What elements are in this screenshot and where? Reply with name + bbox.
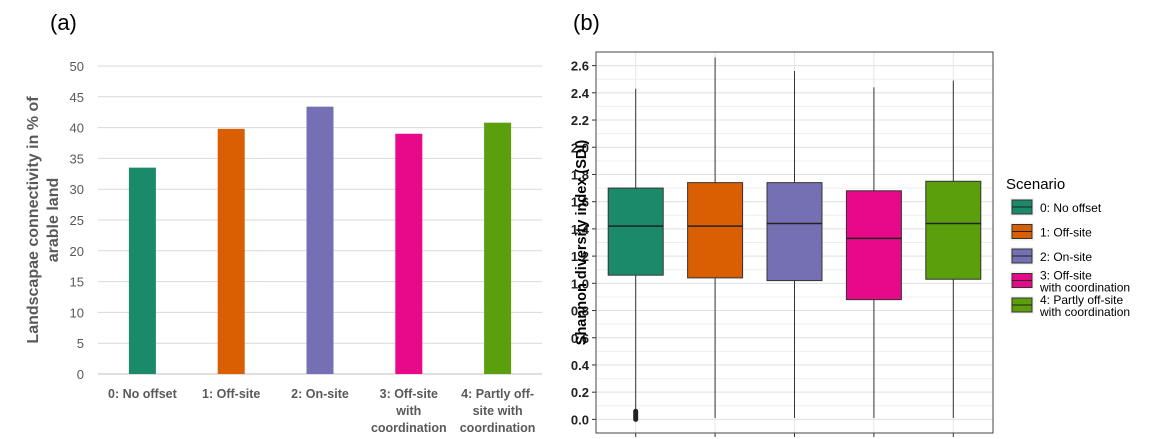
- legend-label: 3: Off-site: [1040, 269, 1092, 283]
- y-tick-label-b: 1.8: [571, 167, 589, 182]
- box: [925, 180, 982, 280]
- y-axis-label-line: Landscapae connectivity in % of: [25, 96, 42, 344]
- legend-label: 0: No offset: [1040, 201, 1102, 215]
- y-tick-label-a: 45: [70, 90, 84, 105]
- y-tick-label-a: 30: [70, 182, 84, 197]
- bar: [128, 167, 156, 374]
- legend-label: with coordination: [1039, 305, 1130, 319]
- legend-title: Scenario: [1006, 176, 1065, 193]
- box: [687, 182, 744, 279]
- plot-border-b: [595, 51, 994, 434]
- y-tick-label-a: 25: [70, 213, 84, 228]
- y-tick-label-b: 2.2: [571, 113, 589, 128]
- y-tick-label-a: 5: [77, 336, 84, 351]
- legend-label: with coordination: [1039, 281, 1130, 295]
- y-axis-label-a: Landscapae connectivity in % of arable la…: [25, 96, 62, 344]
- y-tick-label-b: 0.6: [571, 331, 589, 346]
- box: [607, 187, 664, 276]
- x-tick-label-a: 3: Off-site: [380, 387, 438, 401]
- y-tick-label-b: 2.6: [571, 59, 589, 74]
- y-tick-label-b: 0.2: [571, 385, 589, 400]
- bar: [217, 128, 245, 374]
- x-tick-label-a: with: [395, 404, 421, 418]
- y-tick-label-a: 10: [70, 305, 84, 320]
- y-tick-label-b: 2.0: [571, 140, 589, 155]
- y-tick-label-b: 0.0: [571, 412, 589, 427]
- legend-b: Scenario 0: No offset 1: Off-site 2: On-sit…: [1006, 176, 1130, 319]
- y-tick-label-a: 20: [70, 244, 84, 259]
- y-tick-label-b: 1.0: [571, 276, 589, 291]
- y-tick-label-b: 0.4: [571, 358, 590, 373]
- y-axis-label-b: Shannon diversity index (SDI): [574, 140, 590, 346]
- legend-label: 2: On-site: [1040, 250, 1092, 264]
- x-tick-label-a: coordination: [371, 421, 447, 435]
- x-tick-label-a: 2: On-site: [291, 387, 349, 401]
- y-tick-label-b: 2.4: [571, 86, 590, 101]
- panel-b: 0.0 0.2 0.4 0.6 0.8 1.0 1.2 1.4 1.6 1.8 2.0 2.2 2.4 2…: [571, 51, 994, 437]
- y-tick-label-a: 35: [70, 151, 84, 166]
- x-tick-label-a: 1: Off-site: [202, 387, 260, 401]
- y-tick-label-a: 50: [70, 59, 84, 74]
- box: [766, 182, 823, 282]
- legend-label: 1: Off-site: [1040, 226, 1092, 240]
- legend-label: 4: Partly off-site: [1040, 293, 1123, 307]
- y-tick-label-a: 40: [70, 121, 84, 136]
- bar: [484, 122, 512, 374]
- y-tick-label-b: 1.2: [571, 249, 589, 264]
- x-tick-label-a: 0: No offset: [108, 387, 178, 401]
- y-tick-label-b: 1.4: [571, 222, 590, 237]
- panel-label-a: (a): [50, 10, 77, 35]
- x-tick-label-a: site with: [473, 404, 523, 418]
- y-tick-label-a: 15: [70, 275, 84, 290]
- bar: [395, 133, 423, 374]
- y-tick-label-b: 1.6: [571, 195, 589, 210]
- box: [845, 190, 902, 301]
- bar: [306, 106, 334, 374]
- x-tick-label-a: coordination: [460, 421, 536, 435]
- x-tick-label-a: 4: Partly off-: [461, 387, 534, 401]
- panel-a: 0 5 10 15 20 25 30 35 40 45 50 0: No offset 1: Off-s…: [25, 59, 542, 435]
- panel-label-b: (b): [573, 10, 600, 35]
- y-tick-label-a: 0: [77, 367, 84, 382]
- y-axis-label-line: arable land: [45, 178, 62, 262]
- y-tick-label-b: 0.8: [571, 304, 589, 319]
